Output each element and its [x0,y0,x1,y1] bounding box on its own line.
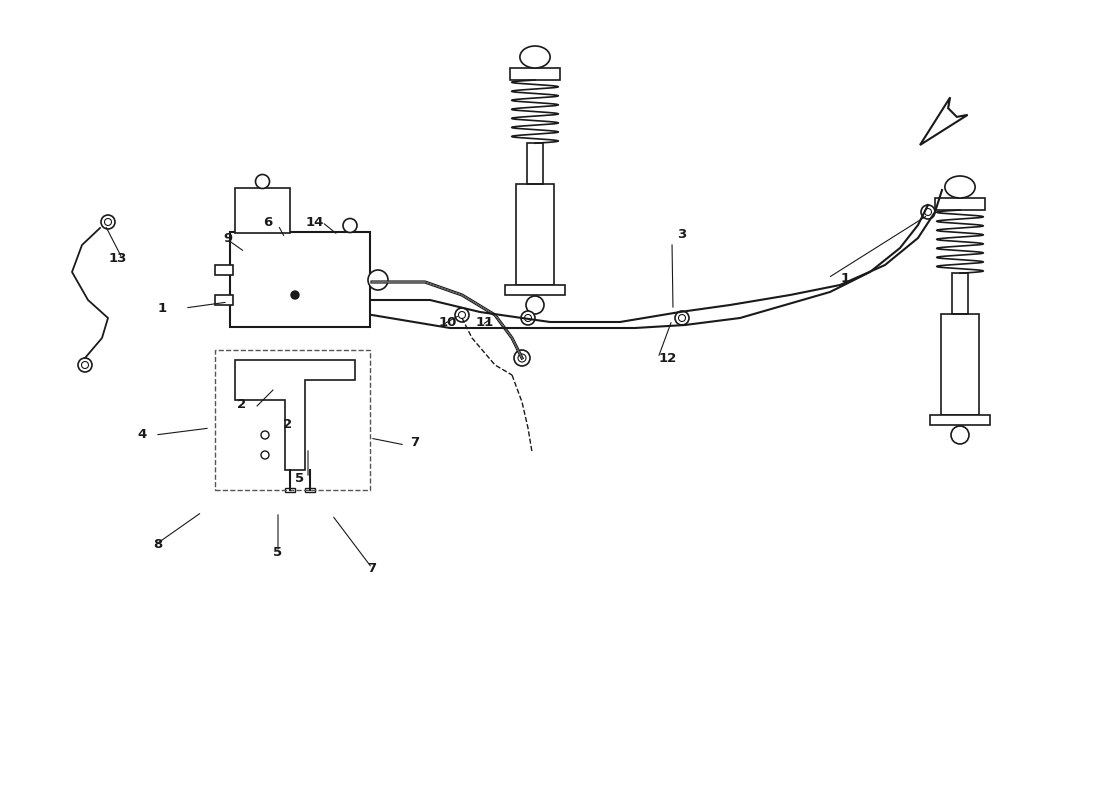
Circle shape [81,362,88,369]
Bar [940,314,979,415]
Text: 5: 5 [274,546,283,558]
Bar [527,143,543,184]
Text: 9: 9 [223,231,232,245]
Circle shape [679,314,685,322]
Circle shape [518,354,526,362]
Circle shape [101,215,116,229]
Circle shape [675,311,689,325]
Circle shape [526,296,544,314]
Circle shape [368,270,388,290]
Circle shape [343,218,358,233]
Circle shape [514,350,530,366]
Text: 1: 1 [840,271,849,285]
Text: 7: 7 [410,435,419,449]
Circle shape [455,308,469,322]
Bar [516,184,554,285]
Circle shape [521,311,535,325]
Bar [510,68,560,80]
Text: 7: 7 [367,562,376,574]
Bar [214,265,233,275]
Bar [214,350,370,490]
Text: 5: 5 [296,471,305,485]
Text: 13: 13 [109,251,128,265]
Bar [305,488,315,492]
Polygon shape [920,98,968,145]
Text: 4: 4 [138,429,146,442]
Circle shape [924,209,932,215]
Polygon shape [235,360,355,470]
Circle shape [952,426,969,444]
Bar [505,285,565,295]
Circle shape [261,431,270,439]
Ellipse shape [945,176,975,198]
Text: 1: 1 [157,302,166,314]
Bar [952,274,968,314]
Text: 8: 8 [153,538,163,551]
Circle shape [921,205,935,219]
Circle shape [459,311,465,318]
Text: 14: 14 [306,215,324,229]
Circle shape [78,358,92,372]
Circle shape [261,451,270,459]
Text: 3: 3 [678,229,686,242]
Bar [235,187,290,233]
Circle shape [525,314,531,322]
Text: 2: 2 [238,398,246,411]
Bar [930,415,990,425]
Ellipse shape [520,46,550,68]
Bar [935,198,984,210]
Text: 12: 12 [659,351,678,365]
Bar [230,233,370,327]
Circle shape [104,218,111,226]
Bar [214,295,233,305]
Text: 6: 6 [263,215,273,229]
Circle shape [292,291,299,299]
Text: 11: 11 [476,315,494,329]
Text: 10: 10 [439,315,458,329]
Bar [285,488,295,492]
Circle shape [255,174,270,189]
Text: 2: 2 [284,418,293,431]
